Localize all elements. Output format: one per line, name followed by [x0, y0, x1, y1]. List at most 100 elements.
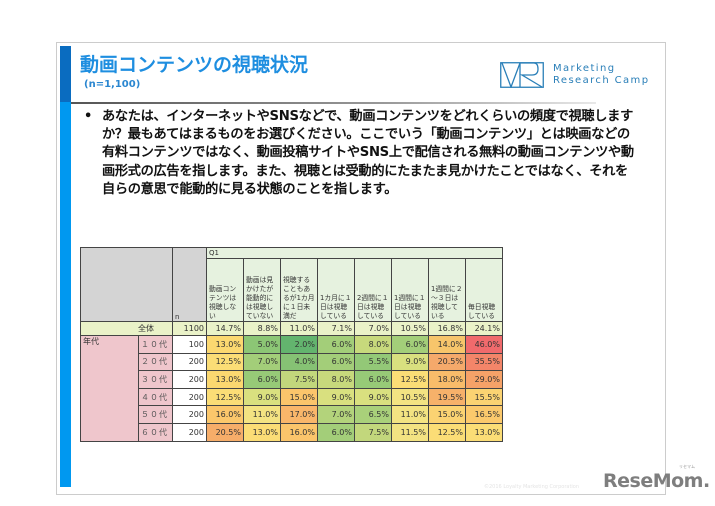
header-corner	[80, 247, 173, 322]
logo-line-1: Marketing	[553, 63, 616, 74]
n-value: 200	[172, 405, 207, 424]
percent-cell: 24.1%	[465, 321, 503, 336]
percent-cell: 15.5%	[465, 387, 503, 407]
header-n: n	[172, 247, 207, 322]
logo-line-2: Research Camp	[553, 75, 650, 86]
percent-cell: 13.0%	[243, 422, 281, 442]
percent-cell: 29.0%	[465, 370, 503, 389]
column-header: 動画コンテンツは視聴しない	[206, 258, 244, 322]
percent-cell: 9.0%	[243, 387, 281, 407]
column-header: 2週間に１日は視聴している	[354, 258, 392, 322]
table-header-row-q: n Q1	[80, 247, 503, 322]
percent-cell: 7.1%	[317, 321, 355, 336]
percent-cell: 10.5%	[391, 387, 429, 407]
resemom-wordmark: ReseMom	[603, 470, 703, 492]
resemom-ruby: リセマム	[679, 464, 695, 469]
percent-cell: 5.0%	[243, 335, 281, 354]
n-value: 200	[172, 370, 207, 389]
question-block: • あなたは、インターネットやSNSなどで、動画コンテンツをどれくらいの頻度で視…	[80, 108, 640, 199]
percent-cell: 6.0%	[317, 335, 355, 354]
percent-cell: 16.0%	[206, 405, 244, 424]
percent-cell: 16.8%	[428, 321, 466, 336]
percent-cell: 10.5%	[391, 321, 429, 336]
percent-cell: 46.0%	[465, 335, 503, 354]
slide-accent-bar-top	[60, 46, 71, 102]
resemom-logo: リセマム ReseMom .	[603, 464, 711, 492]
percent-cell: 35.5%	[465, 352, 503, 372]
row-label: ３０代	[138, 370, 173, 389]
n-value: 1100	[172, 321, 207, 336]
percent-cell: 12.5%	[206, 352, 244, 372]
percent-cell: 8.8%	[243, 321, 281, 336]
crosstab-table: n Q1 動画コンテンツは視聴しない 動画は見かけたが能動的には視聴していない …	[80, 247, 503, 442]
percent-cell: 9.0%	[391, 352, 429, 372]
column-header: 動画は見かけたが能動的には視聴していない	[243, 258, 281, 322]
n-value: 200	[172, 422, 207, 442]
table-row: ３０代 200 13.0% 6.0% 7.5% 8.0% 6.0% 12.5% 18.0% 29.…	[81, 370, 503, 389]
percent-cell: 6.5%	[354, 405, 392, 424]
percent-cell: 15.0%	[428, 405, 466, 424]
table-row: ５０代 200 16.0% 11.0% 17.0% 7.0% 6.5% 11.0% 15.0% 1…	[81, 405, 503, 424]
percent-cell: 14.7%	[206, 321, 244, 336]
column-header: 視聴することもあるが1カ月に１日未満だ	[280, 258, 318, 322]
percent-cell: 7.5%	[280, 370, 318, 389]
percent-cell: 13.0%	[206, 370, 244, 389]
n-value: 200	[172, 387, 207, 407]
percent-cell: 11.0%	[243, 405, 281, 424]
percent-cell: 7.0%	[317, 405, 355, 424]
percent-cell: 12.5%	[428, 422, 466, 442]
slide-accent-bar	[60, 46, 71, 487]
logo-wordmark: Marketing Research Camp	[553, 63, 649, 87]
table-header-row-columns: 動画コンテンツは視聴しない 動画は見かけたが能動的には視聴していない 視聴するこ…	[81, 258, 503, 322]
percent-cell: 16.0%	[280, 422, 318, 442]
percent-cell: 6.0%	[391, 335, 429, 354]
table-row: ２０代 200 12.5% 7.0% 4.0% 6.0% 5.5% 9.0% 20.5% 35.5…	[81, 352, 503, 372]
percent-cell: 16.5%	[465, 405, 503, 424]
percent-cell: 20.5%	[428, 352, 466, 372]
page-title: 動画コンテンツの視聴状況	[80, 54, 309, 76]
table-row-total: 全体 1100 14.7% 8.8% 11.0% 7.1% 7.0% 10.5%…	[80, 321, 503, 336]
percent-cell: 6.0%	[354, 370, 392, 389]
percent-cell: 11.0%	[280, 321, 318, 336]
vr-logo-icon	[500, 62, 544, 88]
percent-cell: 9.0%	[317, 387, 355, 407]
percent-cell: 7.0%	[354, 321, 392, 336]
percent-cell: 2.0%	[280, 335, 318, 354]
crosstab-table-container: n Q1 動画コンテンツは視聴しない 動画は見かけたが能動的には視聴していない …	[80, 247, 503, 442]
question-text: あなたは、インターネットやSNSなどで、動画コンテンツをどれくらいの頻度で視聴し…	[102, 109, 634, 197]
column-header: 1週間に１日は視聴している	[391, 258, 429, 322]
row-label: ５０代	[138, 405, 173, 424]
sample-size-label: (n=1,100)	[84, 79, 141, 90]
percent-cell: 11.0%	[391, 405, 429, 424]
percent-cell: 20.5%	[206, 422, 244, 442]
table-row: 年代 １０代 100 13.0% 5.0% 2.0% 6.0% 8.0% 6.0% 14.0% 46…	[80, 335, 503, 442]
copyright-text: ©2016 Loyalty Marketing Corporation	[484, 484, 580, 490]
percent-cell: 4.0%	[280, 352, 318, 372]
n-value: 200	[172, 352, 207, 372]
percent-cell: 13.0%	[206, 335, 244, 354]
percent-cell: 12.5%	[206, 387, 244, 407]
percent-cell: 6.0%	[317, 352, 355, 372]
resemom-dot: .	[702, 470, 711, 492]
column-header: 毎日視聴している	[465, 258, 503, 322]
header-q1: Q1	[206, 247, 503, 259]
percent-cell: 6.0%	[243, 370, 281, 389]
n-value: 100	[172, 335, 207, 354]
row-group-label: 年代	[80, 335, 139, 442]
percent-cell: 6.0%	[317, 422, 355, 442]
percent-cell: 7.5%	[354, 422, 392, 442]
bullet-icon: •	[84, 109, 93, 124]
percent-cell: 5.5%	[354, 352, 392, 372]
percent-cell: 8.0%	[354, 335, 392, 354]
percent-cell: 17.0%	[280, 405, 318, 424]
table-row: ６０代 200 20.5% 13.0% 16.0% 6.0% 7.5% 11.5% 12.5% 1…	[81, 422, 503, 442]
column-header: 1週間に２～３日は視聴している	[428, 258, 466, 322]
percent-cell: 7.0%	[243, 352, 281, 372]
percent-cell: 8.0%	[317, 370, 355, 389]
percent-cell: 15.0%	[280, 387, 318, 407]
percent-cell: 14.0%	[428, 335, 466, 354]
table-row: ４０代 200 12.5% 9.0% 15.0% 9.0% 9.0% 10.5% 19.5% 15…	[81, 387, 503, 407]
percent-cell: 18.0%	[428, 370, 466, 389]
row-label: ６０代	[138, 422, 173, 442]
percent-cell: 13.0%	[465, 422, 503, 442]
